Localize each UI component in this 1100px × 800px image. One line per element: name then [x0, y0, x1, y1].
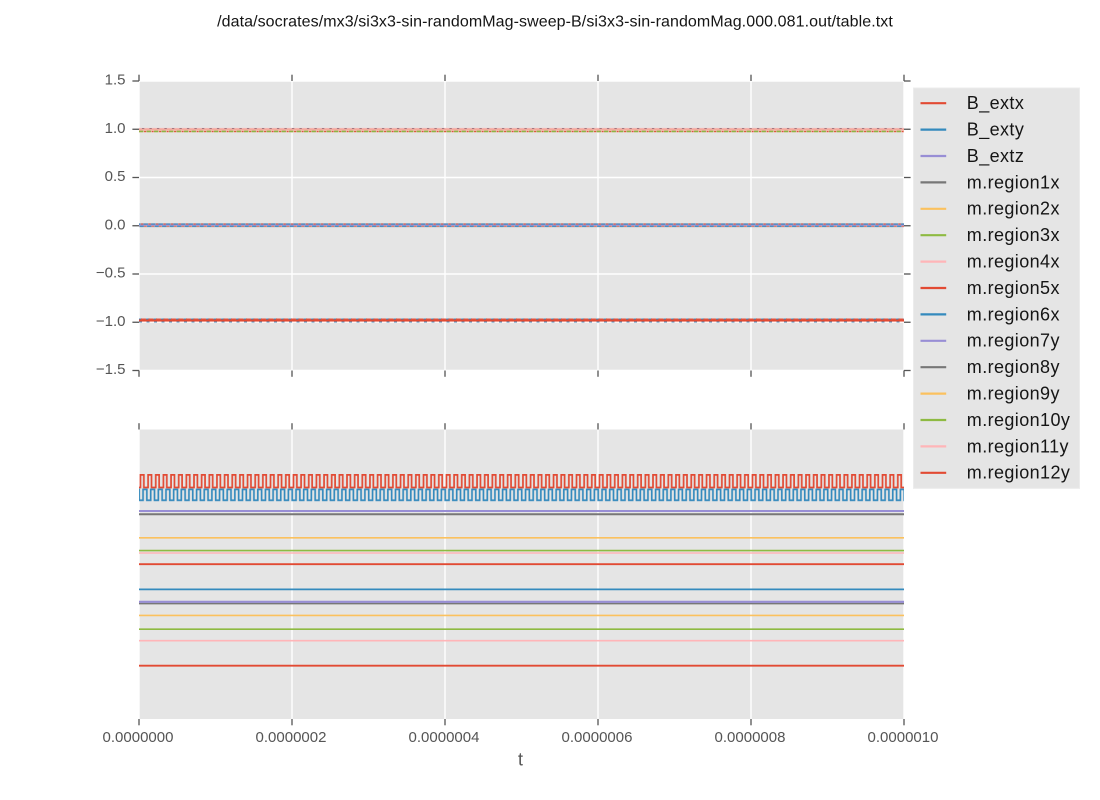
- svg-text:−1.0: −1.0: [96, 313, 126, 330]
- svg-text:0.0000006: 0.0000006: [562, 729, 633, 746]
- svg-text:m.region5x: m.region5x: [967, 278, 1060, 298]
- svg-text:m.region2x: m.region2x: [967, 199, 1060, 219]
- svg-text:B_extz: B_extz: [967, 146, 1024, 167]
- svg-text:m.region1x: m.region1x: [967, 172, 1060, 192]
- svg-text:m.region12y: m.region12y: [967, 463, 1070, 483]
- svg-text:0.0000008: 0.0000008: [715, 729, 786, 746]
- svg-text:m.region4x: m.region4x: [967, 252, 1060, 272]
- svg-text:0.5: 0.5: [105, 168, 126, 185]
- svg-text:m.region8y: m.region8y: [967, 357, 1060, 377]
- svg-text:m.region7y: m.region7y: [967, 331, 1060, 351]
- svg-text:0.0: 0.0: [105, 216, 126, 233]
- svg-text:m.region9y: m.region9y: [967, 384, 1060, 404]
- svg-text:0.0000002: 0.0000002: [256, 729, 327, 746]
- svg-text:0.0000000: 0.0000000: [103, 729, 174, 746]
- svg-text:B_extx: B_extx: [967, 93, 1024, 114]
- svg-text:m.region11y: m.region11y: [967, 436, 1069, 456]
- svg-text:−1.5: −1.5: [96, 361, 126, 378]
- svg-text:m.region6x: m.region6x: [967, 304, 1060, 324]
- svg-text:B_exty: B_exty: [967, 120, 1024, 141]
- svg-text:−0.5: −0.5: [96, 265, 126, 282]
- svg-text:m.region3x: m.region3x: [967, 225, 1060, 245]
- svg-text:t: t: [518, 750, 523, 770]
- svg-text:1.0: 1.0: [105, 120, 126, 137]
- svg-text:m.region10y: m.region10y: [967, 410, 1070, 430]
- svg-text:1.5: 1.5: [105, 72, 126, 89]
- svg-text:0.0000010: 0.0000010: [868, 729, 939, 746]
- svg-text:0.0000004: 0.0000004: [409, 729, 480, 746]
- svg-text:/data/socrates/mx3/si3x3-sin-r: /data/socrates/mx3/si3x3-sin-randomMag-s…: [217, 14, 893, 31]
